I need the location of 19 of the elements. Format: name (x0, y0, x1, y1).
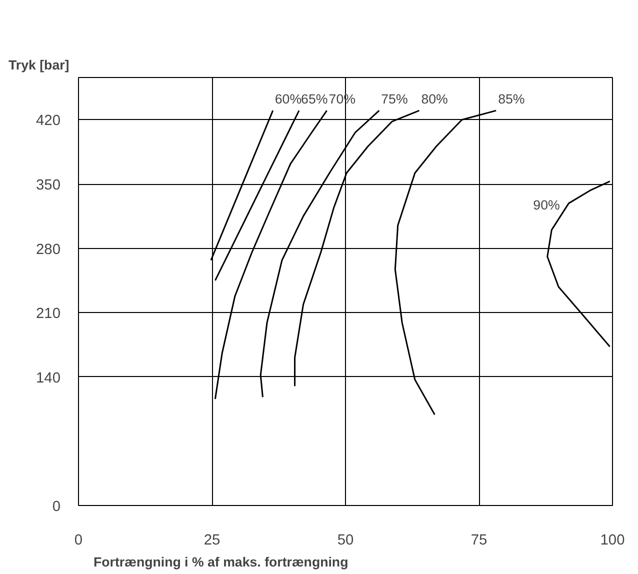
y-tick-label: 350 (36, 178, 61, 194)
x-axis-title: Fortrængning i % af maks. fortrængning (94, 554, 348, 570)
series-label: 60% (274, 92, 302, 107)
y-tick-label: 0 (52, 499, 61, 515)
series-label: 80% (421, 92, 448, 107)
series-label: 90% (533, 197, 560, 212)
x-tick-label: 100 (600, 532, 625, 548)
x-tick-label: 75 (470, 532, 488, 548)
y-tick-label: 420 (36, 113, 61, 130)
x-tick-label: 25 (204, 532, 220, 548)
y-tick-label: 280 (36, 242, 61, 258)
x-tick-label: 0 (74, 532, 83, 548)
y-tick-label: 140 (36, 370, 61, 386)
series-label: 85% (498, 92, 525, 107)
series-label: 65% (301, 92, 328, 107)
x-tick-label: 50 (337, 532, 354, 548)
y-axis-title: Tryk [bar] (8, 58, 70, 72)
y-tick-label: 210 (36, 306, 61, 322)
series-label: 75% (381, 92, 408, 107)
